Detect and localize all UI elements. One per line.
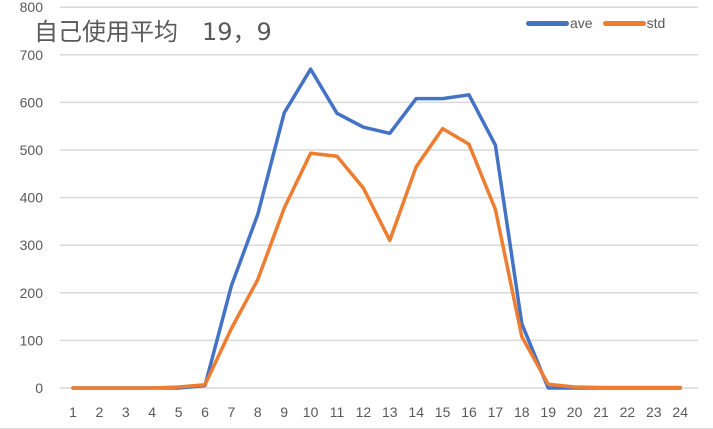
x-tick-label: 22: [620, 404, 636, 420]
x-tick-label: 16: [461, 404, 477, 420]
x-tick-label: 14: [408, 404, 424, 420]
x-tick-label: 12: [356, 404, 372, 420]
chart-title: 自己使用平均 19，9: [34, 18, 272, 46]
x-tick-label: 4: [148, 404, 156, 420]
x-tick-label: 18: [514, 404, 530, 420]
x-tick-label: 13: [382, 404, 398, 420]
x-tick-label: 7: [228, 404, 236, 420]
x-tick-label: 10: [303, 404, 319, 420]
x-tick-label: 9: [280, 404, 288, 420]
legend-swatch-std: [602, 20, 646, 26]
x-tick-label: 11: [330, 404, 345, 420]
y-tick-label: 800: [20, 0, 44, 15]
legend-item-ave: ave: [526, 15, 593, 31]
x-tick-label: 15: [435, 404, 451, 420]
x-tick-label: 5: [175, 404, 183, 420]
x-tick-label: 3: [122, 404, 130, 420]
legend-item-std: std: [602, 15, 666, 31]
y-tick-label: 300: [20, 237, 44, 253]
legend-swatch-ave: [526, 20, 569, 26]
y-axis-ticks: 0 100 200 300 400 500 600 700 800: [20, 0, 44, 396]
x-tick-label: 17: [488, 404, 504, 420]
y-tick-label: 600: [20, 94, 44, 110]
y-tick-label: 100: [20, 332, 44, 348]
gridlines: [60, 6, 698, 389]
x-tick-label: 6: [201, 404, 209, 420]
x-tick-label: 2: [96, 404, 104, 420]
series-line-std: [71, 126, 682, 390]
data-series: [71, 67, 682, 390]
y-tick-label: 400: [20, 190, 44, 206]
y-tick-label: 500: [20, 142, 44, 158]
y-tick-label: 0: [35, 380, 43, 396]
x-tick-label: 20: [567, 404, 583, 420]
legend-label-ave: ave: [570, 15, 593, 31]
x-tick-label: 1: [69, 404, 77, 420]
x-tick-label: 23: [646, 404, 662, 420]
x-axis-ticks: 1 2 3 4 5 6 7 8 9 10 11 12 13 14 15 16 17 18 19 20 21 22 23 24: [69, 404, 688, 420]
legend-label-std: std: [646, 15, 666, 31]
x-tick-label: 24: [672, 404, 688, 420]
x-tick-label: 8: [254, 404, 262, 420]
legend: ave std: [526, 15, 675, 31]
x-tick-label: 21: [593, 404, 609, 420]
y-tick-label: 700: [20, 47, 44, 63]
y-tick-label: 200: [20, 285, 44, 301]
x-tick-label: 19: [540, 404, 556, 420]
